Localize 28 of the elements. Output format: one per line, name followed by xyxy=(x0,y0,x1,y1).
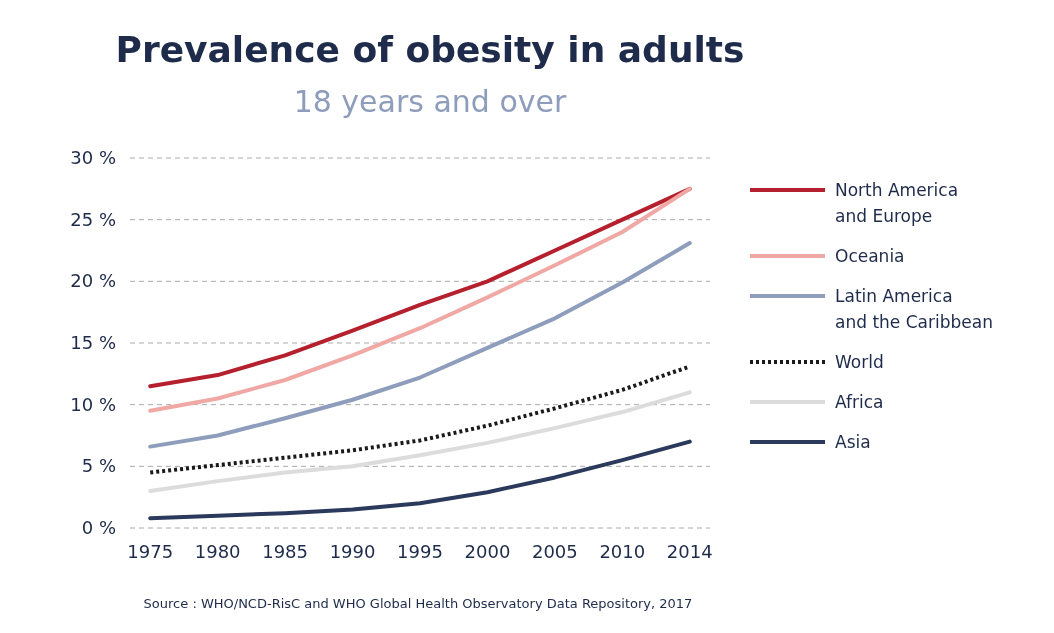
line-series xyxy=(148,390,692,493)
y-tick-label: 25 % xyxy=(70,208,116,230)
legend-label: Latin America and the Caribbean xyxy=(835,286,993,332)
y-tick-label: 15 % xyxy=(70,332,116,353)
x-tick-label: 2010 xyxy=(599,541,646,562)
y-tick-label: 30 % xyxy=(70,147,116,168)
legend-label: Asia xyxy=(835,432,871,452)
x-tick-label: 2000 xyxy=(464,541,511,562)
x-tick-label: 2005 xyxy=(531,541,578,562)
y-tick-label: 20 % xyxy=(70,270,116,292)
legend-label: Africa xyxy=(835,392,884,412)
legend-label: North America and Europe xyxy=(835,180,959,226)
x-tick-label: 1990 xyxy=(329,541,376,562)
y-tick-label: 5 % xyxy=(81,455,116,477)
line-series xyxy=(148,439,692,521)
legend-label: Oceania xyxy=(835,246,905,266)
chart-subtitle: 18 years and over xyxy=(293,84,567,119)
legend-label: World xyxy=(835,352,884,372)
y-tick-label: 10 % xyxy=(70,393,116,415)
x-tick-label: 1975 xyxy=(127,541,174,562)
x-tick-label: 2014 xyxy=(666,541,713,562)
y-tick-label: 0 % xyxy=(81,517,116,538)
source-note: Source : WHO/NCD-RisC and WHO Global Health Observatory Data Repository, 2017 xyxy=(143,596,693,611)
x-tick-label: 1995 xyxy=(397,541,443,562)
chart-title: Prevalence of obesity in adults xyxy=(115,29,745,70)
line-series xyxy=(148,241,692,449)
x-tick-label: 1980 xyxy=(194,541,241,562)
x-tick-label: 1985 xyxy=(262,541,309,562)
